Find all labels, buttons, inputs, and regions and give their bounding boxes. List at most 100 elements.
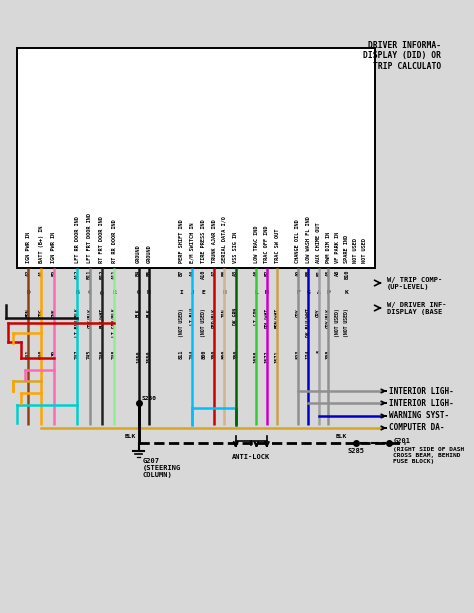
Text: RT FRT DOOR IND: RT FRT DOOR IND: [100, 216, 104, 263]
Text: CHANGE OIL IND: CHANGE OIL IND: [295, 219, 301, 263]
Bar: [17, 48, 375, 268]
Text: DK GRN: DK GRN: [233, 308, 238, 326]
Text: B11: B11: [87, 270, 92, 280]
Text: GROUND: GROUND: [146, 244, 152, 263]
Text: AUX CHIME OUT: AUX CHIME OUT: [316, 223, 321, 263]
Text: SERIAL DATA I/O: SERIAL DATA I/O: [222, 216, 227, 263]
Text: 640: 640: [39, 350, 44, 359]
Text: RED/BLK: RED/BLK: [211, 308, 217, 328]
Text: 8D3: 8D3: [295, 350, 301, 359]
Text: PERF SHIFT IND: PERF SHIFT IND: [179, 219, 183, 263]
Text: NOT USED: NOT USED: [363, 238, 367, 263]
Text: F: F: [296, 290, 300, 295]
Text: 8: 8: [316, 350, 321, 353]
Text: A: A: [317, 290, 320, 295]
Text: A8: A8: [335, 270, 340, 276]
Text: 1550: 1550: [146, 350, 152, 362]
Text: A4: A4: [190, 270, 195, 276]
Text: TIRE PRESS IND: TIRE PRESS IND: [201, 219, 206, 263]
Text: S230: S230: [141, 396, 156, 401]
Text: GROUND: GROUND: [136, 244, 141, 263]
Text: TRUNK AJAR IND: TRUNK AJAR IND: [211, 219, 217, 263]
Text: BRN/WHT: BRN/WHT: [275, 308, 280, 328]
Text: COMPUTER DA-: COMPUTER DA-: [390, 424, 445, 433]
Text: 1656: 1656: [254, 350, 259, 362]
Text: B8: B8: [306, 270, 311, 276]
Text: W/ TRIP COMP-
(UP-LEVEL): W/ TRIP COMP- (UP-LEVEL): [387, 276, 442, 289]
Text: (RIGHT SIDE OF DASH
CROSS BEAM, BEHIND
FUSE BLOCK): (RIGHT SIDE OF DASH CROSS BEAM, BEHIND F…: [393, 447, 465, 463]
Text: LT BLU/BLK: LT BLU/BLK: [75, 308, 80, 337]
Text: A12: A12: [75, 270, 80, 280]
Text: 1450: 1450: [136, 350, 141, 362]
Text: N: N: [147, 290, 151, 295]
Text: DRIVER INFORMA-
DISPLAY (DID) OR
TRIP CALCULATO: DRIVER INFORMA- DISPLAY (DID) OR TRIP CA…: [363, 41, 441, 70]
Text: A9: A9: [295, 270, 301, 276]
Text: LOW WASH FL IND: LOW WASH FL IND: [306, 216, 311, 263]
Text: B2: B2: [264, 270, 269, 276]
Text: SPARE IND: SPARE IND: [345, 235, 349, 263]
Text: D: D: [27, 290, 30, 295]
Text: 746: 746: [100, 350, 104, 359]
Text: 811: 811: [179, 350, 183, 359]
Text: LT GRN: LT GRN: [254, 308, 259, 326]
Text: B12: B12: [100, 270, 104, 280]
Text: J: J: [191, 290, 194, 295]
Text: 1571: 1571: [275, 350, 280, 362]
Text: LFT FRT DOOR IND: LFT FRT DOOR IND: [87, 213, 92, 263]
Text: A8: A8: [254, 270, 259, 276]
Text: PNK: PNK: [51, 308, 56, 317]
Text: B7: B7: [179, 270, 183, 276]
Text: 744: 744: [190, 350, 195, 359]
Text: TAN: TAN: [222, 308, 227, 317]
Text: B10: B10: [345, 270, 349, 280]
Text: BLK: BLK: [336, 434, 347, 439]
Text: H: H: [222, 290, 226, 295]
Text: BLK: BLK: [125, 434, 136, 439]
Text: TRAC SW OUT: TRAC SW OUT: [275, 229, 280, 263]
Text: INTERIOR LIGH-: INTERIOR LIGH-: [390, 387, 454, 395]
Text: NOT USED: NOT USED: [353, 238, 358, 263]
Text: 308: 308: [326, 350, 331, 359]
Text: BRN: BRN: [26, 308, 31, 317]
Text: O: O: [137, 290, 140, 295]
Text: ORG: ORG: [39, 308, 44, 317]
Text: VF PARK IN: VF PARK IN: [335, 232, 340, 263]
Text: (NOT USED): (NOT USED): [345, 308, 349, 337]
Text: 380: 380: [233, 350, 238, 359]
Text: E: E: [202, 290, 206, 295]
Text: K: K: [345, 290, 349, 295]
Text: 747: 747: [75, 350, 80, 359]
Text: IGN PWR IN: IGN PWR IN: [26, 232, 31, 263]
Text: B: B: [75, 290, 79, 295]
Text: B8: B8: [222, 270, 227, 276]
Text: GRY/BLK: GRY/BLK: [326, 308, 331, 328]
Text: L: L: [255, 290, 258, 295]
Text: INTERIOR LIGH-: INTERIOR LIGH-: [390, 398, 454, 408]
Text: E/M SWITCH IN: E/M SWITCH IN: [190, 223, 195, 263]
Text: A11: A11: [111, 270, 117, 280]
Text: 745: 745: [87, 350, 92, 359]
Text: BATT (B+) IN: BATT (B+) IN: [39, 226, 44, 263]
Text: PPL/WHT: PPL/WHT: [264, 308, 269, 328]
Text: BLK/WHT: BLK/WHT: [100, 308, 104, 328]
Text: (NOT USED): (NOT USED): [335, 308, 340, 337]
Text: B1: B1: [316, 270, 321, 276]
Text: R: R: [112, 290, 116, 295]
Text: (NOT USED): (NOT USED): [201, 308, 206, 337]
Text: P: P: [326, 290, 330, 295]
Text: Q: Q: [100, 290, 104, 295]
Text: B4: B4: [136, 270, 141, 276]
Text: S285: S285: [348, 448, 365, 454]
Text: WARNING SYST-: WARNING SYST-: [390, 411, 449, 421]
Text: 1572: 1572: [264, 350, 269, 362]
Text: G201: G201: [393, 438, 410, 444]
Text: 380: 380: [211, 350, 217, 359]
Text: PWM DIM IN: PWM DIM IN: [326, 232, 331, 263]
Text: RT RR DOOR IND: RT RR DOOR IND: [111, 219, 117, 263]
Text: A2: A2: [26, 270, 31, 276]
Text: W/ DRIVER INF-
DISPLAY (BASE: W/ DRIVER INF- DISPLAY (BASE: [387, 302, 446, 314]
Text: A1: A1: [39, 270, 44, 276]
Text: BLK: BLK: [136, 308, 141, 317]
Text: A10: A10: [201, 270, 206, 280]
Text: B5: B5: [146, 270, 152, 276]
